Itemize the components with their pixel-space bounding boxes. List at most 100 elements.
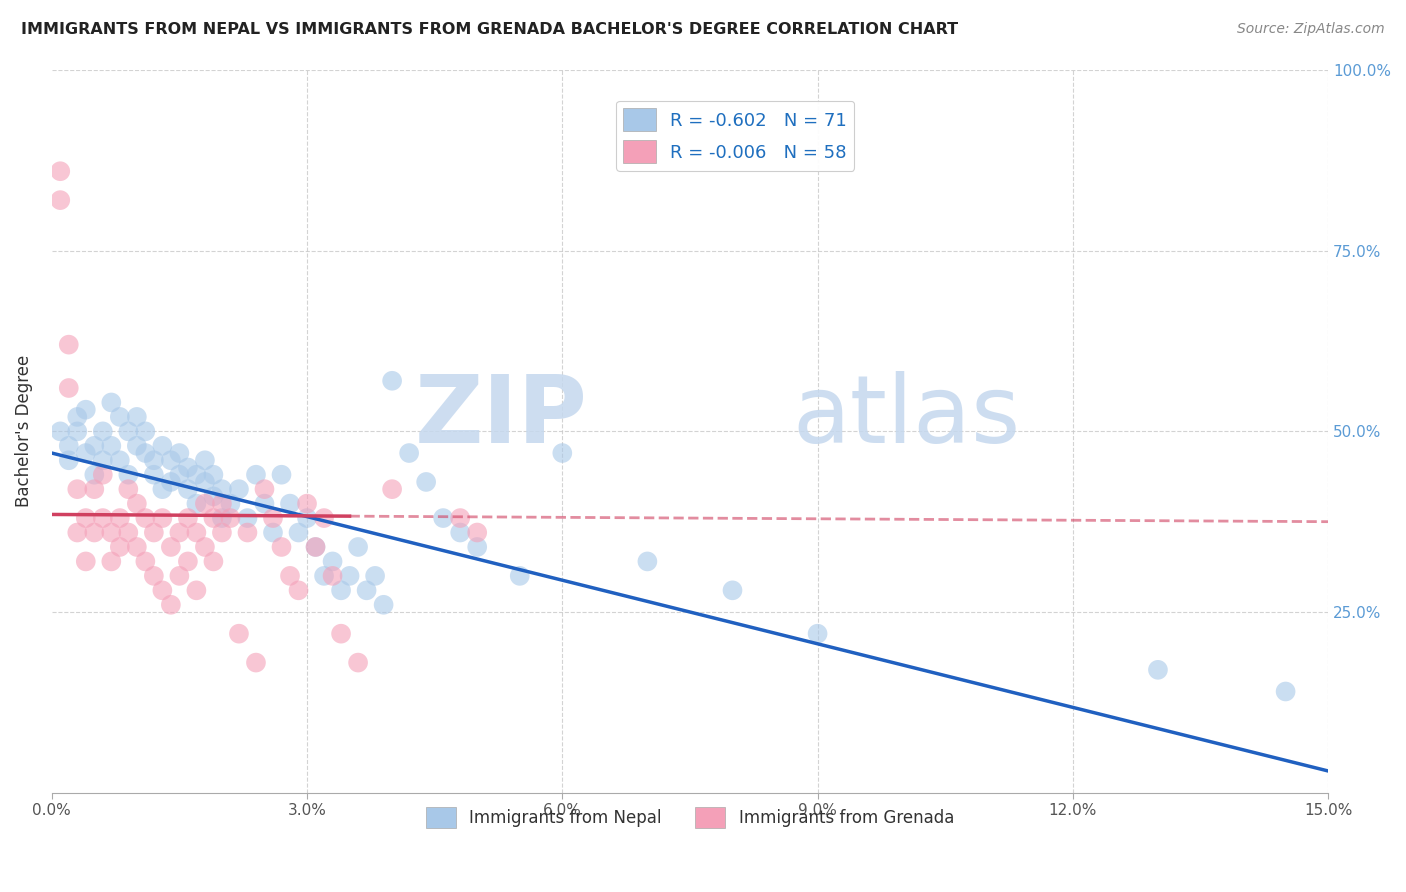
Point: [270, 540, 292, 554]
Point: [356, 583, 378, 598]
Point: [66, 409, 89, 424]
Point: [398, 446, 420, 460]
Point: [278, 497, 301, 511]
Text: ZIP: ZIP: [415, 371, 588, 463]
Point: [150, 482, 173, 496]
Point: [100, 439, 122, 453]
Point: [91, 511, 114, 525]
Text: Source: ZipAtlas.com: Source: ZipAtlas.com: [1237, 22, 1385, 37]
Point: [66, 425, 89, 439]
Point: [117, 425, 139, 439]
Point: [721, 583, 744, 598]
Point: [194, 540, 217, 554]
Point: [211, 482, 233, 496]
Point: [150, 583, 173, 598]
Point: [449, 525, 471, 540]
Point: [194, 453, 217, 467]
Point: [415, 475, 437, 489]
Point: [169, 446, 191, 460]
Point: [58, 337, 80, 351]
Point: [339, 569, 361, 583]
Point: [66, 525, 89, 540]
Point: [134, 446, 156, 460]
Point: [202, 467, 225, 482]
Point: [177, 554, 200, 568]
Point: [253, 497, 276, 511]
Point: [373, 598, 395, 612]
Point: [347, 540, 370, 554]
Point: [125, 409, 148, 424]
Point: [75, 446, 97, 460]
Point: [134, 511, 156, 525]
Point: [150, 439, 173, 453]
Point: [75, 511, 97, 525]
Point: [186, 583, 208, 598]
Point: [160, 453, 183, 467]
Point: [134, 554, 156, 568]
Point: [66, 482, 89, 496]
Point: [236, 525, 259, 540]
Point: [509, 569, 531, 583]
Point: [134, 425, 156, 439]
Point: [347, 656, 370, 670]
Point: [381, 482, 404, 496]
Point: [202, 511, 225, 525]
Point: [287, 525, 309, 540]
Point: [100, 554, 122, 568]
Legend: Immigrants from Nepal, Immigrants from Grenada: Immigrants from Nepal, Immigrants from G…: [419, 800, 960, 835]
Point: [262, 525, 284, 540]
Point: [295, 497, 318, 511]
Point: [262, 511, 284, 525]
Point: [169, 525, 191, 540]
Point: [58, 453, 80, 467]
Point: [75, 554, 97, 568]
Point: [142, 467, 165, 482]
Point: [58, 381, 80, 395]
Point: [465, 540, 488, 554]
Point: [58, 439, 80, 453]
Point: [142, 453, 165, 467]
Point: [1274, 684, 1296, 698]
Point: [219, 497, 242, 511]
Point: [169, 569, 191, 583]
Point: [636, 554, 658, 568]
Point: [49, 193, 72, 207]
Point: [295, 511, 318, 525]
Point: [177, 511, 200, 525]
Point: [108, 453, 131, 467]
Point: [304, 540, 326, 554]
Point: [177, 482, 200, 496]
Point: [117, 482, 139, 496]
Point: [125, 439, 148, 453]
Point: [219, 511, 242, 525]
Point: [177, 460, 200, 475]
Point: [202, 489, 225, 503]
Point: [449, 511, 471, 525]
Point: [186, 525, 208, 540]
Point: [83, 525, 105, 540]
Point: [806, 626, 828, 640]
Point: [211, 525, 233, 540]
Point: [253, 482, 276, 496]
Point: [169, 467, 191, 482]
Point: [278, 569, 301, 583]
Text: atlas: atlas: [792, 371, 1021, 463]
Point: [1147, 663, 1170, 677]
Point: [381, 374, 404, 388]
Point: [194, 475, 217, 489]
Point: [364, 569, 387, 583]
Point: [125, 540, 148, 554]
Point: [551, 446, 574, 460]
Point: [287, 583, 309, 598]
Point: [83, 439, 105, 453]
Point: [312, 511, 335, 525]
Point: [125, 497, 148, 511]
Point: [194, 497, 217, 511]
Point: [160, 475, 183, 489]
Point: [142, 569, 165, 583]
Point: [304, 540, 326, 554]
Point: [186, 497, 208, 511]
Point: [150, 511, 173, 525]
Point: [108, 511, 131, 525]
Point: [83, 467, 105, 482]
